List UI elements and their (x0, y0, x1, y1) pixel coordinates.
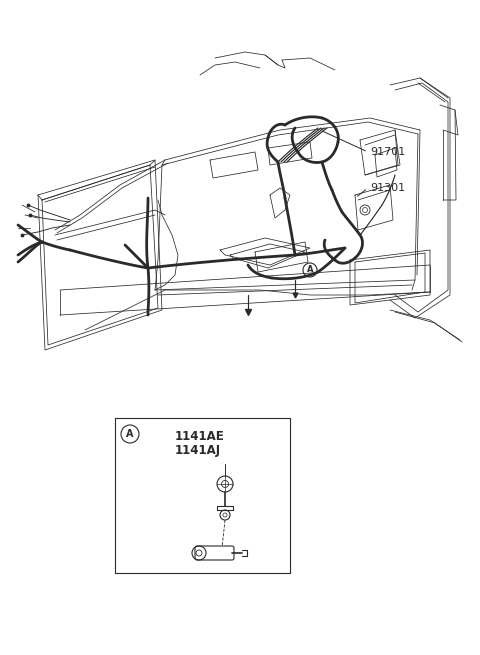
Text: 1141AE: 1141AE (175, 430, 225, 443)
Text: 91701: 91701 (370, 147, 405, 157)
Text: 1141AJ: 1141AJ (175, 444, 221, 457)
Text: A: A (307, 265, 313, 274)
Text: A: A (126, 429, 134, 439)
Text: 91301: 91301 (370, 183, 405, 193)
FancyBboxPatch shape (195, 546, 234, 560)
Bar (115, 418, 290, 573)
